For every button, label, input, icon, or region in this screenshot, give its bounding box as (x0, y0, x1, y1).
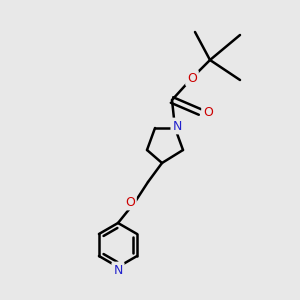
Text: N: N (172, 119, 182, 133)
Text: O: O (203, 106, 213, 118)
Text: O: O (187, 71, 197, 85)
Text: O: O (125, 196, 135, 208)
Text: N: N (113, 263, 123, 277)
